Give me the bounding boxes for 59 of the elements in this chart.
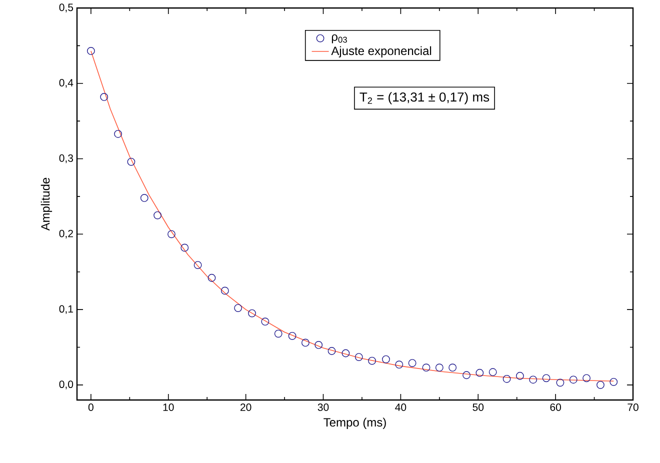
y-tick-label: 0,4 xyxy=(59,79,74,88)
x-tick-label: 30 xyxy=(318,404,329,411)
point xyxy=(342,349,350,358)
y-tick-label: 0,2 xyxy=(59,230,73,238)
x-tick-label: 10 xyxy=(163,404,174,411)
point xyxy=(154,211,162,220)
point xyxy=(100,93,108,101)
point xyxy=(395,360,404,369)
point xyxy=(288,332,296,340)
x-tick-label: 60 xyxy=(550,404,561,411)
y-tick-label: 0,1 xyxy=(59,305,73,314)
y-tick-label: 0,0 xyxy=(59,380,74,390)
point xyxy=(556,378,564,387)
point xyxy=(542,374,550,382)
y-tick-label: 0,5 xyxy=(59,4,74,12)
point xyxy=(435,364,444,372)
point xyxy=(194,261,202,270)
x-tick-label: 50 xyxy=(472,404,484,411)
x-tick-label: 20 xyxy=(240,404,252,411)
point xyxy=(248,309,256,318)
point xyxy=(208,274,216,282)
x-axis-title: Tempo (ms) xyxy=(324,418,386,429)
point xyxy=(140,194,148,202)
point xyxy=(596,380,604,389)
point xyxy=(301,338,310,347)
point xyxy=(314,341,323,349)
point xyxy=(382,355,390,364)
point xyxy=(180,244,189,252)
point xyxy=(422,364,430,372)
point xyxy=(408,359,416,368)
point xyxy=(529,376,538,384)
point xyxy=(502,374,511,383)
point xyxy=(488,368,497,376)
point xyxy=(516,372,524,380)
legend-label: Ajuste exponencial xyxy=(331,46,432,58)
point xyxy=(168,230,176,238)
point xyxy=(569,376,578,384)
point xyxy=(261,318,270,326)
point xyxy=(127,158,136,166)
point xyxy=(610,378,618,386)
point xyxy=(354,353,363,361)
point xyxy=(114,130,122,138)
x-tick-label: 0 xyxy=(88,404,94,411)
point xyxy=(448,364,457,372)
point xyxy=(368,356,376,365)
x-tick-label: 70 xyxy=(628,404,638,411)
legend-label: ρ$_{03}$ xyxy=(332,34,347,44)
point xyxy=(220,286,229,295)
y-tick-label: 0,3 xyxy=(59,154,74,164)
y-axis-title: Amplitude xyxy=(40,178,52,231)
x-tick-label: 40 xyxy=(395,404,406,411)
point xyxy=(582,374,590,382)
point xyxy=(234,304,242,312)
point xyxy=(328,347,336,355)
point xyxy=(476,368,484,377)
point xyxy=(462,371,470,380)
annotation: T$_{2}$ = (13,31 ± 0,17) ms xyxy=(360,92,490,104)
point xyxy=(274,330,282,338)
point xyxy=(86,47,95,55)
